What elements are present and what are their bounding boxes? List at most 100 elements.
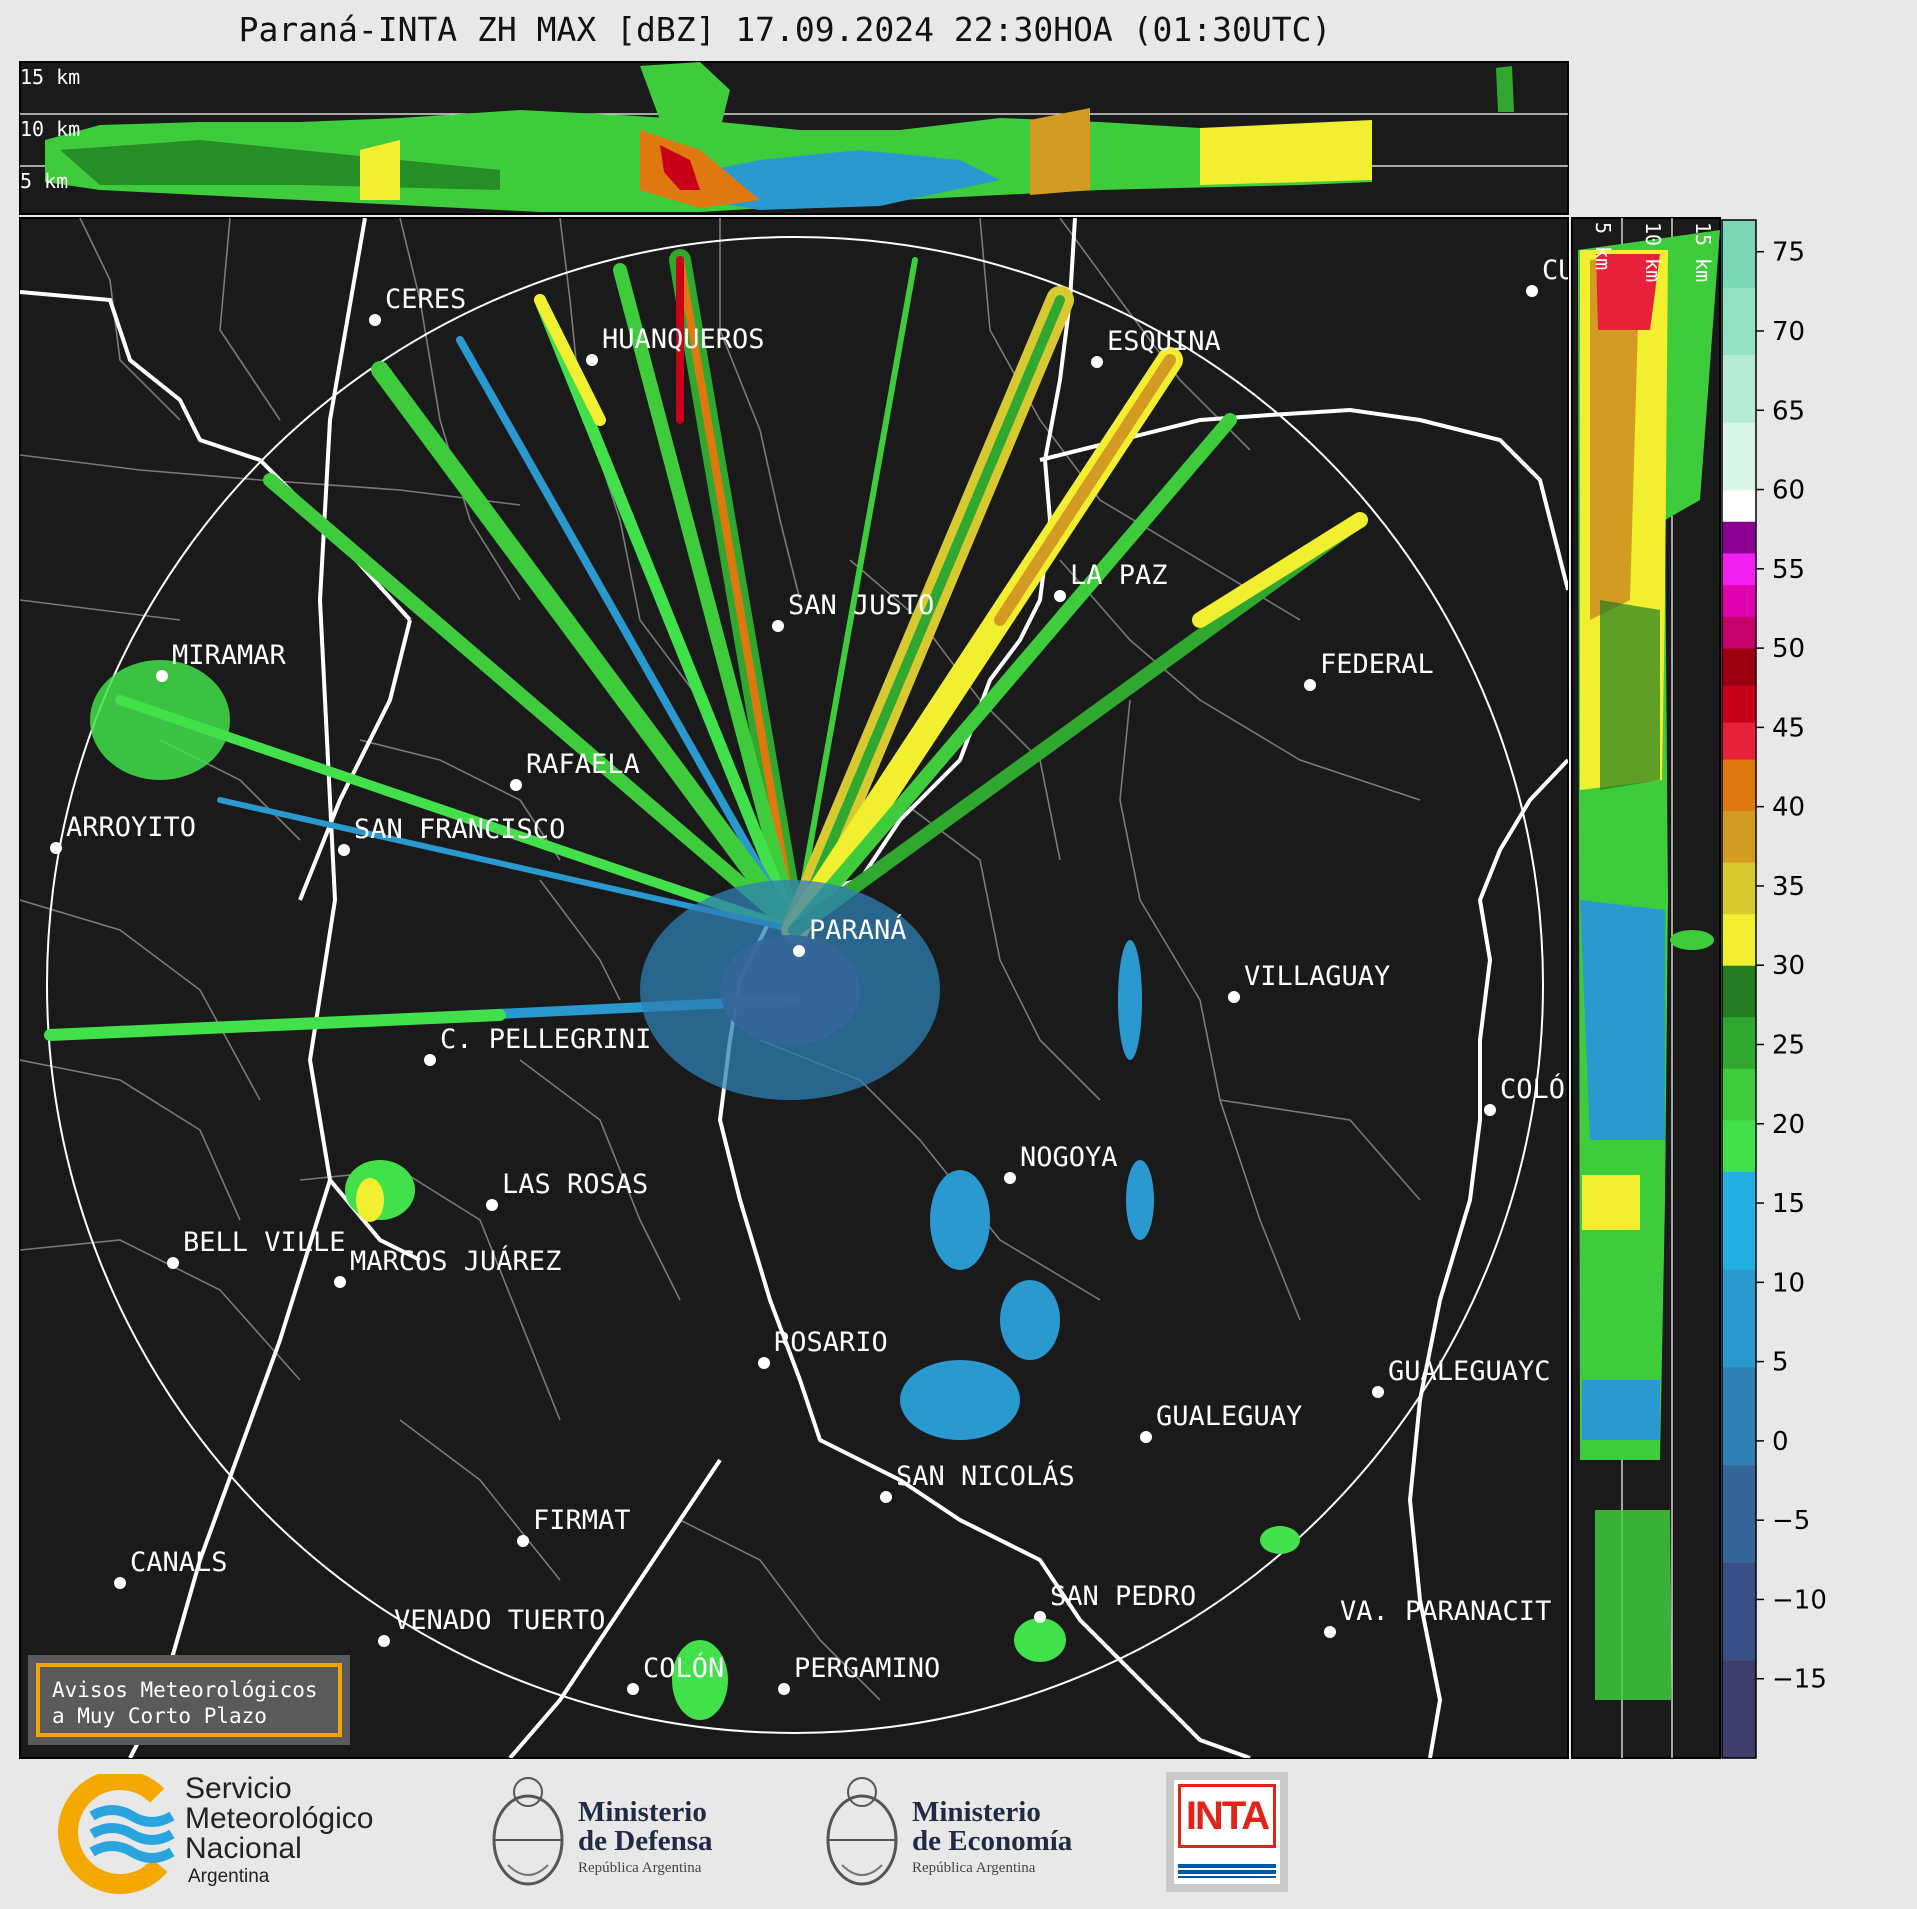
argentina-shield-icon — [492, 1777, 564, 1886]
city-label: PERGAMINO — [794, 1653, 940, 1684]
colorbar-bands — [1722, 220, 1756, 1759]
colorbar-band — [1722, 616, 1756, 649]
colorbar-tick-label: 55 — [1772, 555, 1805, 585]
colorbar-band — [1722, 913, 1756, 966]
side-echo-yellow2 — [1582, 1175, 1640, 1230]
colorbar-tick-label: 35 — [1772, 872, 1805, 902]
radar-map: CERES HUANQUEROS ESQUINA CU SAN JUSTO LA PAZ M… — [19, 217, 1575, 1759]
smn-logo-text: Servicio Meteorológico Nacional — [185, 1774, 373, 1864]
side-echo-lower — [1595, 1510, 1672, 1700]
city-marker: PERGAMINO — [778, 1653, 940, 1695]
colorbar-band — [1722, 862, 1756, 915]
colorbar-tick-label: 25 — [1772, 1030, 1805, 1060]
radar-echoes — [44, 249, 1368, 1041]
economia-line-1: Ministerio — [912, 1796, 1041, 1828]
colorbar-band — [1722, 685, 1756, 723]
city-dot — [517, 1535, 529, 1547]
city-marker: ESQUINA — [1091, 326, 1221, 368]
city-marker: SAN FRANCISCO — [338, 814, 565, 856]
city-label: GUALEGUAYC — [1388, 1356, 1551, 1387]
city-marker: GUALEGUAY — [1140, 1401, 1302, 1443]
colorbar-band — [1722, 1068, 1756, 1121]
city-dot — [1304, 679, 1316, 691]
defensa-logo-text: Ministerio de Defensa — [578, 1798, 713, 1856]
city-label: VENADO TUERTO — [394, 1605, 605, 1636]
colorbar-band — [1722, 722, 1756, 760]
colorbar-tick-label: 40 — [1772, 793, 1805, 823]
colorbar-tick-label: 10 — [1772, 1268, 1805, 1298]
colorbar-band — [1722, 1171, 1756, 1270]
city-dot — [772, 620, 784, 632]
colorbar-tick-label: 75 — [1772, 238, 1805, 268]
city-marker: CANALS — [114, 1547, 228, 1589]
city-dot — [486, 1199, 498, 1211]
smn-line-3: Nacional — [185, 1832, 302, 1865]
city-marker: HUANQUEROS — [586, 324, 765, 366]
economia-sub: República Argentina — [912, 1860, 1036, 1876]
city-marker: PARANÁ — [793, 914, 907, 957]
city-dot — [1228, 991, 1240, 1003]
side-height-label-15: 15 km — [1691, 222, 1715, 282]
city-label: GUALEGUAY — [1156, 1401, 1302, 1432]
city-marker: FEDERAL — [1304, 649, 1434, 691]
colorbar-band — [1722, 965, 1756, 1018]
city-marker: COLÓ — [1484, 1073, 1565, 1116]
city-marker: LAS ROSAS — [486, 1169, 648, 1211]
city-dot — [334, 1276, 346, 1288]
city-dot — [338, 844, 350, 856]
city-marker: COLÓN — [627, 1652, 724, 1695]
colorbar-band — [1722, 1366, 1756, 1466]
warning-line-1: Avisos Meteorológicos — [52, 1678, 318, 1702]
city-dot — [1324, 1626, 1336, 1638]
defensa-sub: República Argentina — [578, 1860, 702, 1876]
city-label: CERES — [385, 284, 466, 315]
smn-line-1: Servicio — [185, 1772, 292, 1805]
city-label: CU — [1542, 255, 1575, 286]
top-height-label-15: 15 km — [20, 65, 80, 89]
city-marker: GUALEGUAYC — [1372, 1356, 1551, 1398]
warning-box[interactable]: Avisos Meteorológicos a Muy Corto Plazo — [28, 1655, 350, 1745]
city-dot — [627, 1683, 639, 1695]
city-marker: LA PAZ — [1054, 560, 1168, 602]
inta-stripes-icon — [1178, 1864, 1276, 1878]
city-marker: VA. PARANACIT — [1324, 1596, 1551, 1638]
city-marker: CERES — [369, 284, 466, 326]
city-label: COLÓ — [1500, 1073, 1565, 1105]
city-label: RAFAELA — [526, 749, 640, 780]
side-echo-orange — [1590, 255, 1640, 620]
side-height-panel: 5 km 10 km 15 km — [1571, 217, 1721, 1759]
colorbar-tick-label: 5 — [1772, 1348, 1789, 1378]
colorbar-band — [1722, 521, 1756, 554]
colorbar-band — [1722, 287, 1756, 356]
colorbar-tick-label: −15 — [1772, 1665, 1827, 1695]
city-dot — [369, 314, 381, 326]
side-echo-red — [1596, 254, 1660, 330]
colorbar-band — [1722, 810, 1756, 863]
city-dot — [1140, 1431, 1152, 1443]
top-height-label-5: 5 km — [20, 169, 68, 193]
city-layer: CERES HUANQUEROS ESQUINA CU SAN JUSTO LA PAZ M… — [50, 255, 1575, 1695]
city-dot — [50, 842, 62, 854]
top-echo-yellow2 — [360, 140, 400, 200]
city-label: COLÓN — [643, 1652, 724, 1684]
warning-inner: Avisos Meteorológicos a Muy Corto Plazo — [36, 1663, 342, 1737]
colorbar-band — [1722, 584, 1756, 617]
top-echo-yellow3 — [1030, 108, 1090, 195]
city-dot — [1054, 590, 1066, 602]
side-height-label-10: 10 km — [1641, 222, 1665, 282]
colorbar-tick-label: −5 — [1772, 1506, 1810, 1536]
city-dot — [1004, 1172, 1016, 1184]
top-echo-tower2 — [1496, 66, 1514, 112]
defensa-line-1: Ministerio — [578, 1796, 707, 1828]
city-dot — [378, 1635, 390, 1647]
city-label: SAN PEDRO — [1050, 1581, 1196, 1612]
city-dot — [156, 670, 168, 682]
city-marker: SAN PEDRO — [1034, 1581, 1196, 1623]
range-ring — [46, 236, 1544, 1734]
side-height-label-5: 5 km — [1591, 222, 1615, 270]
colorbar-tick-label: 65 — [1772, 396, 1805, 426]
colorbar-band — [1722, 220, 1756, 288]
colorbar-band — [1722, 489, 1756, 522]
smn-logo-icon — [58, 1774, 182, 1894]
